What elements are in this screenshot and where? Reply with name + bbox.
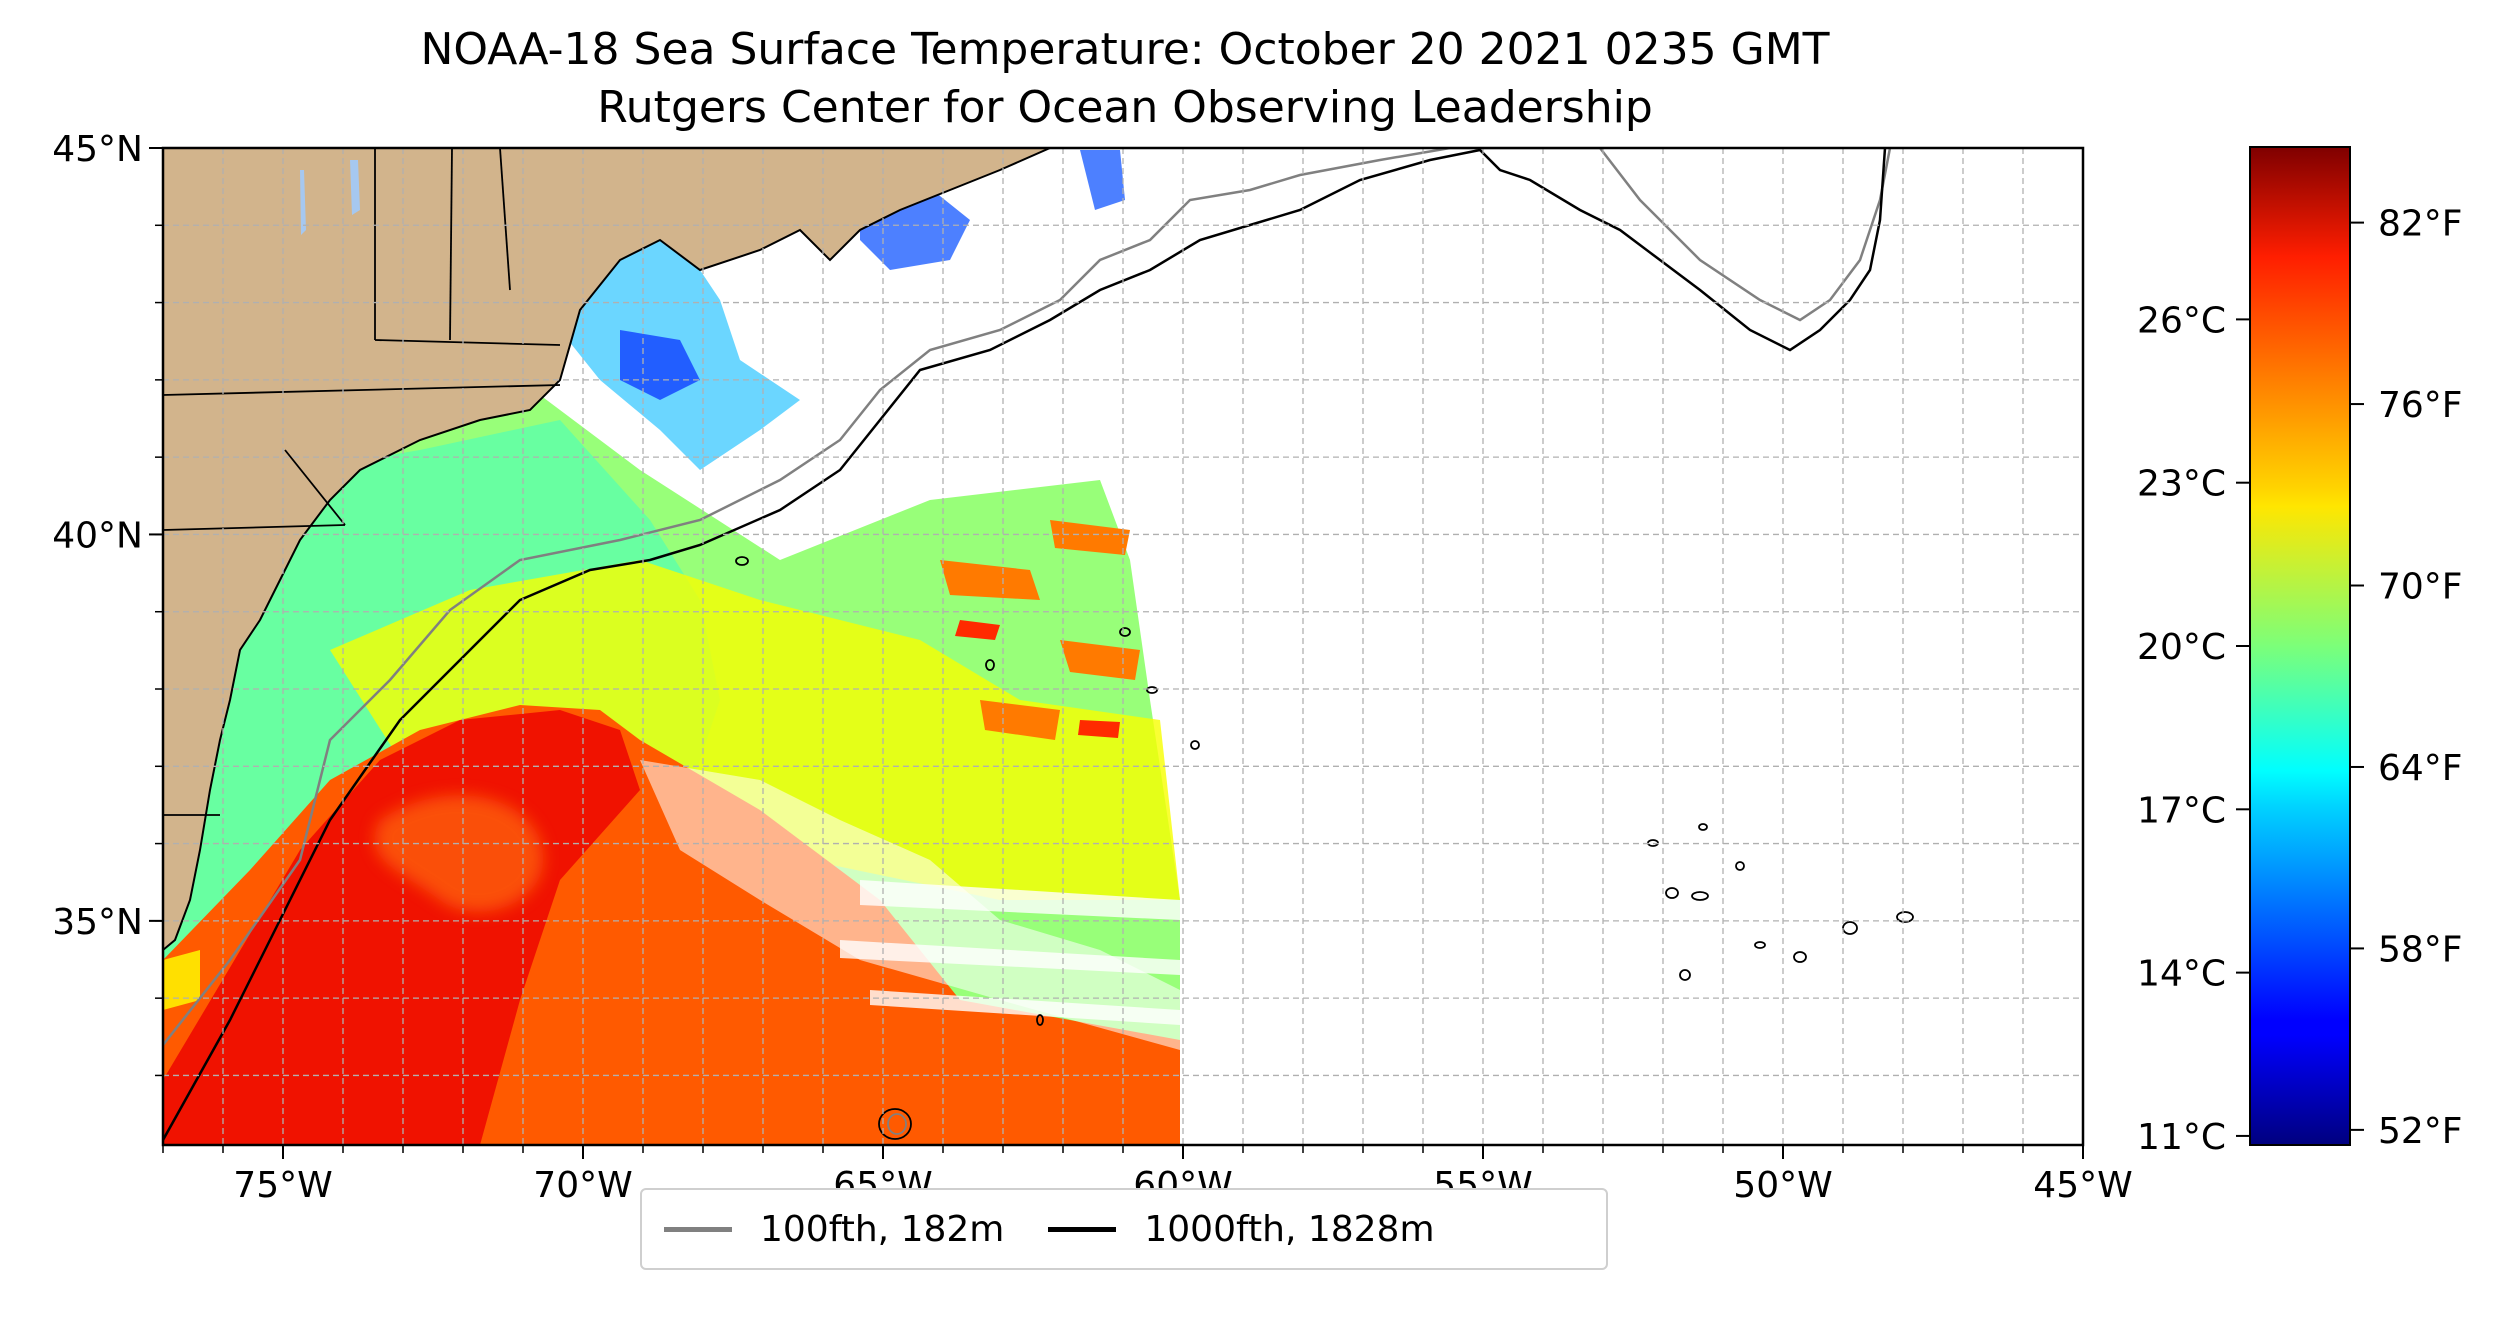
isobath-1000fth (163, 148, 1887, 1141)
colorbar-label-c: 20°C (2137, 627, 2226, 668)
colorbar-label-f: 58°F (2378, 929, 2463, 970)
colorbar-label-f: 52°F (2378, 1111, 2463, 1152)
colorbar-label-f: 76°F (2378, 385, 2463, 426)
state-boundaries (163, 148, 561, 816)
lon-tick-label: 50°W (1733, 1165, 1832, 1206)
map-title: NOAA-18 Sea Surface Temperature: October… (420, 24, 1830, 75)
lon-tick-label: 75°W (233, 1165, 332, 1206)
colorbar-label-f: 64°F (2378, 748, 2463, 789)
map-gridlines (163, 148, 2083, 1145)
colorbar-ticks: 52°F 58°F 64°F 70°F 76°F 82°F 11°C 14°C 17°C 20°C… (2137, 204, 2462, 1158)
lat-tick-label: 40°N (52, 515, 143, 556)
legend-label-1000fth: 1000fth, 1828m (1144, 1208, 1435, 1250)
colorbar-label-c: 17°C (2137, 790, 2226, 831)
lake-shapes (300, 160, 360, 235)
colorbar-label-c: 23°C (2137, 464, 2226, 505)
colorbar-label-c: 11°C (2137, 1117, 2226, 1158)
legend-line-100fth (664, 1226, 732, 1232)
legend-label-100fth: 100fth, 182m (760, 1208, 1005, 1250)
colorbar-label-c: 14°C (2137, 954, 2226, 995)
lon-tick-label: 70°W (533, 1165, 632, 1206)
colorbar (2250, 147, 2350, 1145)
legend-item-100fth: 100fth, 182m (664, 1209, 1004, 1250)
land-mass (163, 148, 1051, 952)
isobath-100fth (163, 148, 1892, 1046)
map-legend: 100fth, 182m 1000fth, 1828m (640, 1188, 1608, 1270)
colorbar-label-f: 70°F (2378, 567, 2463, 608)
lat-tick-label: 35°N (52, 902, 143, 943)
legend-item-1000fth: 1000fth, 1828m (1048, 1208, 1435, 1250)
map-subtitle: Rutgers Center for Ocean Observing Leade… (597, 82, 1653, 133)
colorbar-label-f: 82°F (2378, 204, 2463, 245)
lat-tick-label: 45°N (52, 129, 143, 170)
lon-tick-label: 45°W (2033, 1165, 2132, 1206)
legend-line-1000fth (1048, 1226, 1117, 1232)
colorbar-label-c: 26°C (2137, 300, 2226, 341)
